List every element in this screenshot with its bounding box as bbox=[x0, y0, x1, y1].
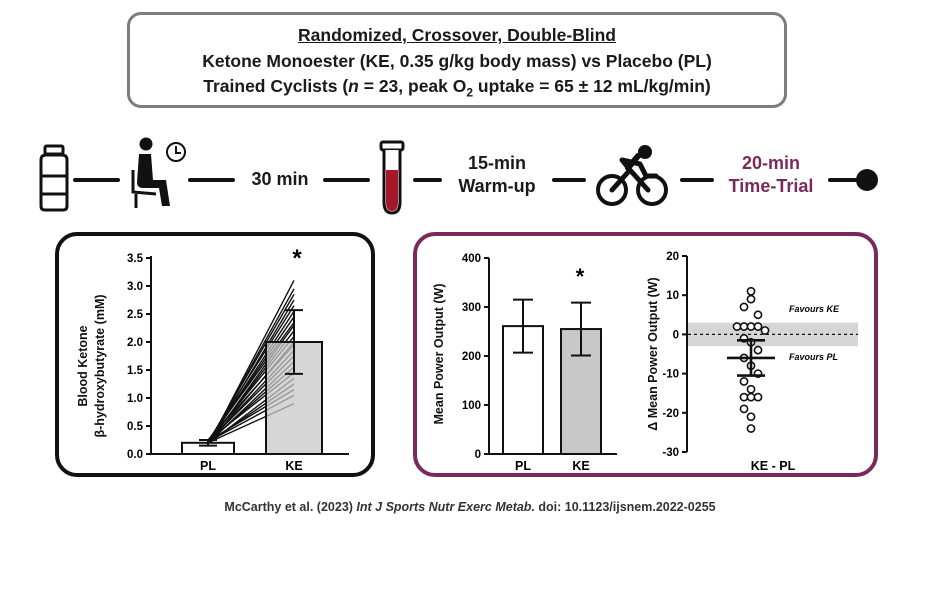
power-xlabel-ke: KE bbox=[572, 459, 589, 473]
ketone-ylabel-line2: β-hydroxybutyrate (mM) bbox=[93, 294, 107, 437]
delta-y-tick-label: 20 bbox=[666, 251, 679, 263]
protocol-timeline: 30 min 15-min Warm-up 20-min Time-Trial bbox=[0, 130, 940, 225]
ketone-panel: Blood Ketone β-hydroxybutyrate (mM) 0.0 0… bbox=[55, 232, 375, 477]
performance-panel: Mean Power Output (W) 0 100 200 300 400 PL K… bbox=[413, 232, 878, 477]
power-y-tick-label: 300 bbox=[462, 302, 481, 314]
participant-point bbox=[746, 392, 756, 402]
ketone-y-tick-label: 2.0 bbox=[127, 337, 143, 349]
participant-point bbox=[753, 392, 763, 402]
ketone-ylabel-line1: Blood Ketone bbox=[76, 325, 90, 406]
power-bar-ke bbox=[560, 328, 602, 455]
ketone-chart: Blood Ketone β-hydroxybutyrate (mM) 0.0 0… bbox=[76, 245, 349, 473]
ketone-y-tick-label: 1.5 bbox=[127, 365, 144, 377]
rest-duration-label: 30 min bbox=[251, 169, 309, 189]
participant-point bbox=[739, 302, 749, 312]
participant-point bbox=[760, 326, 770, 335]
power-y-tick-label: 200 bbox=[462, 351, 481, 363]
ketone-xlabel-pl: PL bbox=[200, 459, 216, 473]
delta-y-tick-label: -10 bbox=[662, 369, 679, 381]
warmup-label: 15-min Warm-up bbox=[458, 153, 536, 196]
participant-point bbox=[739, 404, 749, 414]
delta-y-tick-label: -30 bbox=[662, 447, 679, 459]
time-trial-label: 20-min Time-Trial bbox=[728, 153, 814, 196]
power-y-tick-label: 100 bbox=[462, 400, 481, 412]
participant-point bbox=[739, 322, 749, 331]
power-ylabel: Mean Power Output (W) bbox=[432, 284, 446, 425]
individual-response-line bbox=[207, 305, 295, 443]
power-y-tick-label: 400 bbox=[462, 253, 481, 265]
participant-point bbox=[739, 392, 749, 402]
seated-person-clock-icon bbox=[131, 137, 186, 208]
ketone-y-tick-label: 1.0 bbox=[127, 393, 143, 405]
delta-y-tick-label: -20 bbox=[662, 408, 679, 420]
participant-point bbox=[746, 322, 756, 331]
delta-ylabel: Δ Mean Power Output (W) bbox=[646, 277, 660, 430]
participant-point bbox=[753, 345, 763, 355]
participant-point bbox=[746, 286, 756, 296]
participant-point bbox=[746, 384, 756, 394]
ketone-significance: * bbox=[292, 245, 302, 272]
delta-y-tick-label: 0 bbox=[673, 329, 679, 341]
participant-point bbox=[746, 412, 756, 422]
favours-ke-label: Favours KE bbox=[789, 304, 840, 314]
participant-point bbox=[739, 377, 749, 386]
study-design-box: Randomized, Crossover, Double-Blind Keto… bbox=[127, 12, 787, 108]
ketone-y-tick-label: 0.5 bbox=[127, 421, 144, 433]
participant-point bbox=[746, 424, 756, 433]
blood-tube-icon bbox=[379, 140, 405, 215]
participants-description: Trained Cyclists (n = 23, peak O2 uptake… bbox=[203, 76, 711, 100]
power-y-tick-label: 0 bbox=[475, 449, 481, 461]
ketone-y-tick-label: 3.0 bbox=[127, 281, 143, 293]
treatment-description: Ketone Monoester (KE, 0.35 g/kg body mas… bbox=[202, 51, 712, 71]
participant-point bbox=[753, 322, 763, 331]
participant-point bbox=[746, 294, 756, 304]
end-dot-icon bbox=[856, 169, 878, 191]
power-significance: * bbox=[576, 264, 585, 289]
favours-pl-label: Favours PL bbox=[789, 352, 838, 362]
participant-point bbox=[732, 322, 742, 331]
citation: McCarthy et al. (2023) Int J Sports Nutr… bbox=[224, 500, 716, 514]
design-title: Randomized, Crossover, Double-Blind bbox=[298, 25, 616, 45]
delta-xlabel: KE - PL bbox=[751, 459, 796, 473]
delta-y-tick-label: 10 bbox=[666, 290, 679, 302]
ketone-y-tick-label: 2.5 bbox=[127, 309, 144, 321]
power-xlabel-pl: PL bbox=[515, 459, 531, 473]
ketone-xlabel-ke: KE bbox=[285, 459, 302, 473]
cyclist-icon bbox=[596, 145, 668, 206]
ketone-y-tick-label: 3.5 bbox=[127, 253, 144, 265]
bottle-icon bbox=[39, 144, 69, 212]
participant-point bbox=[753, 310, 763, 320]
ketone-y-tick-label: 0.0 bbox=[127, 449, 143, 461]
